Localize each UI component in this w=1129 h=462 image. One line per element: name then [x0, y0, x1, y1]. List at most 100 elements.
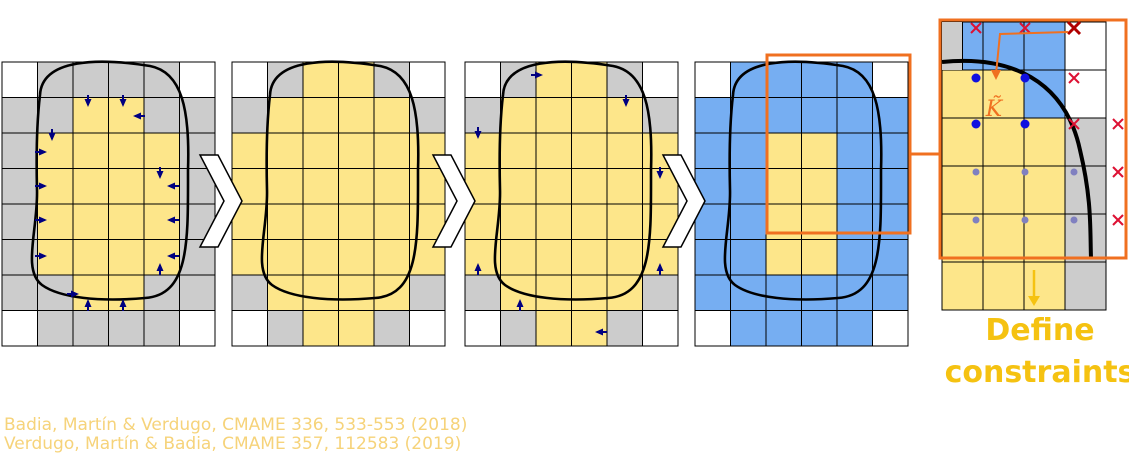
- grid-cell: [267, 203, 304, 240]
- grid-cell: [694, 97, 731, 134]
- zoom-cell: [982, 165, 1025, 215]
- arrow: [516, 299, 524, 311]
- caption-line-2: constraints: [945, 355, 1129, 390]
- grid-cell: [338, 97, 375, 134]
- arrow: [133, 112, 145, 120]
- grid-cell: [338, 310, 375, 347]
- reference-2: Verdugo, Martín & Badia, CMAME 357, 1125…: [4, 434, 462, 454]
- constraint-arrow: [995, 31, 1069, 75]
- grid-cell: [231, 97, 268, 134]
- arrow: [35, 216, 47, 224]
- arrow: [167, 182, 179, 190]
- arrow: [119, 95, 127, 107]
- grid-cell: [535, 203, 572, 240]
- grid-cell: [765, 61, 802, 98]
- references: Badia, Martín & Verdugo, CMAME 336, 533-…: [4, 416, 467, 454]
- zoom-cell: [982, 213, 1025, 263]
- grid-cell: [642, 310, 679, 347]
- grid-cell: [606, 203, 643, 240]
- grid-cell: [338, 61, 375, 98]
- grid-cell: [179, 61, 216, 98]
- grid-cell: [801, 132, 838, 169]
- grid-cell: [571, 239, 608, 276]
- grid-cell: [267, 310, 304, 347]
- grid-cell: [571, 132, 608, 169]
- node-dot: [972, 168, 980, 176]
- grid-cell: [338, 274, 375, 311]
- grid-cell: [535, 310, 572, 347]
- grid-cell: [1, 61, 38, 98]
- grid-cell: [302, 97, 339, 134]
- zoom-cut-cell: [942, 22, 962, 70]
- grid-cell: [267, 132, 304, 169]
- grid-cell: [108, 203, 145, 240]
- zoom-cell: [1023, 165, 1066, 215]
- grid-cell: [338, 132, 375, 169]
- zoom-window: [765, 53, 912, 235]
- grid-cell: [571, 61, 608, 98]
- grid-cell: [642, 61, 679, 98]
- aggregate-label: K̃: [985, 96, 1004, 122]
- grid-cell: [571, 274, 608, 311]
- zoom-group: K̃: [938, 18, 1128, 311]
- node-dot: [971, 73, 981, 83]
- zoom-cell: [1064, 261, 1107, 311]
- grid-cell: [179, 168, 216, 205]
- grid-cell: [642, 274, 679, 311]
- grid-cell: [1, 168, 38, 205]
- node-dot: [1020, 119, 1030, 129]
- grid-cell: [730, 132, 767, 169]
- panels-group: [1, 53, 912, 347]
- arrow: [35, 182, 47, 190]
- grid-cell: [694, 61, 731, 98]
- grid-cell: [730, 61, 767, 98]
- arrow: [35, 148, 47, 156]
- grid-cell: [373, 239, 410, 276]
- grid-cell: [373, 97, 410, 134]
- grid-cell: [179, 274, 216, 311]
- grid-cell: [72, 97, 109, 134]
- arrow: [48, 129, 56, 141]
- grid-cell: [267, 168, 304, 205]
- grid-cell: [108, 239, 145, 276]
- grid-cell: [231, 132, 268, 169]
- grid-cell: [872, 168, 909, 205]
- node-dot: [1070, 168, 1078, 176]
- grid-cell: [606, 239, 643, 276]
- grid-cell: [409, 274, 446, 311]
- grid-cell: [836, 132, 873, 169]
- grid-cell: [730, 97, 767, 134]
- grid-cell: [801, 239, 838, 276]
- cross-icon: [1066, 20, 1082, 36]
- grid-cell: [143, 132, 180, 169]
- arrow: [84, 95, 92, 107]
- grid-cell: [338, 168, 375, 205]
- grid-cell: [765, 274, 802, 311]
- grid-cell: [267, 97, 304, 134]
- grid-cell: [765, 168, 802, 205]
- arrow: [167, 216, 179, 224]
- zoom-frame: [938, 18, 1128, 260]
- down-arrow: [1028, 270, 1040, 306]
- arrow: [474, 127, 482, 139]
- grid-cell: [500, 61, 537, 98]
- grid-cell: [872, 132, 909, 169]
- grid-cell: [872, 310, 909, 347]
- arrow: [167, 252, 179, 260]
- grid-cell: [267, 61, 304, 98]
- node-dot: [1021, 216, 1029, 224]
- grid-cell: [302, 239, 339, 276]
- grid-cell: [500, 168, 537, 205]
- grid-cell: [571, 168, 608, 205]
- grid-cell: [535, 97, 572, 134]
- grid-cell: [108, 168, 145, 205]
- grid-cell: [571, 310, 608, 347]
- node-dot: [1020, 73, 1030, 83]
- zoom-cell: [941, 261, 984, 311]
- chevron-right-icon: [198, 154, 243, 248]
- arrow: [656, 167, 664, 179]
- zoom-cell: [982, 261, 1025, 311]
- arrow: [622, 95, 630, 107]
- grid-cell: [464, 274, 501, 311]
